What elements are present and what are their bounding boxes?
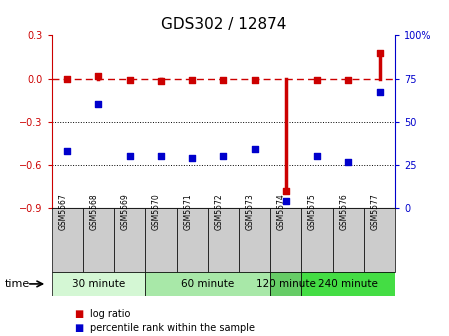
Point	[126, 77, 133, 83]
Text: GSM5574: GSM5574	[277, 193, 286, 230]
FancyBboxPatch shape	[145, 272, 270, 296]
Point	[345, 77, 352, 83]
FancyBboxPatch shape	[114, 208, 145, 272]
FancyBboxPatch shape	[333, 208, 364, 272]
FancyBboxPatch shape	[270, 208, 301, 272]
FancyBboxPatch shape	[83, 208, 114, 272]
Point	[189, 77, 196, 83]
Text: GSM5573: GSM5573	[246, 193, 255, 230]
FancyBboxPatch shape	[176, 208, 208, 272]
FancyBboxPatch shape	[52, 272, 145, 296]
FancyBboxPatch shape	[208, 208, 239, 272]
Point	[220, 154, 227, 159]
Point	[220, 77, 227, 83]
Text: GSM5576: GSM5576	[339, 193, 348, 230]
FancyBboxPatch shape	[52, 208, 83, 272]
Point	[251, 147, 258, 152]
Point	[282, 199, 290, 204]
Point	[64, 76, 71, 81]
Text: time: time	[4, 279, 30, 289]
FancyBboxPatch shape	[301, 208, 333, 272]
Point	[313, 154, 321, 159]
Point	[95, 73, 102, 78]
Text: GSM5567: GSM5567	[58, 193, 67, 230]
Text: GSM5577: GSM5577	[370, 193, 379, 230]
Text: 120 minute: 120 minute	[256, 279, 316, 289]
FancyBboxPatch shape	[145, 208, 176, 272]
Text: GSM5572: GSM5572	[214, 193, 224, 230]
Point	[376, 50, 383, 55]
Point	[157, 154, 164, 159]
Point	[64, 149, 71, 154]
Text: GSM5571: GSM5571	[183, 193, 192, 230]
Text: ■: ■	[74, 323, 84, 333]
Point	[189, 156, 196, 161]
Point	[376, 90, 383, 95]
Point	[282, 188, 290, 194]
Text: 30 minute: 30 minute	[72, 279, 125, 289]
FancyBboxPatch shape	[270, 272, 301, 296]
Point	[345, 159, 352, 164]
FancyBboxPatch shape	[301, 272, 395, 296]
Text: GSM5570: GSM5570	[152, 193, 161, 230]
Point	[157, 79, 164, 84]
Text: 60 minute: 60 minute	[181, 279, 234, 289]
Text: GDS302 / 12874: GDS302 / 12874	[161, 17, 286, 32]
FancyBboxPatch shape	[364, 208, 395, 272]
Text: GSM5575: GSM5575	[308, 193, 317, 230]
Point	[313, 77, 321, 83]
Text: ■: ■	[74, 309, 84, 319]
FancyBboxPatch shape	[239, 208, 270, 272]
Text: log ratio: log ratio	[90, 309, 130, 319]
Point	[251, 77, 258, 83]
Text: GSM5568: GSM5568	[89, 193, 98, 230]
Text: 240 minute: 240 minute	[318, 279, 378, 289]
Text: GSM5569: GSM5569	[121, 193, 130, 230]
Point	[95, 102, 102, 107]
Text: percentile rank within the sample: percentile rank within the sample	[90, 323, 255, 333]
Point	[126, 154, 133, 159]
